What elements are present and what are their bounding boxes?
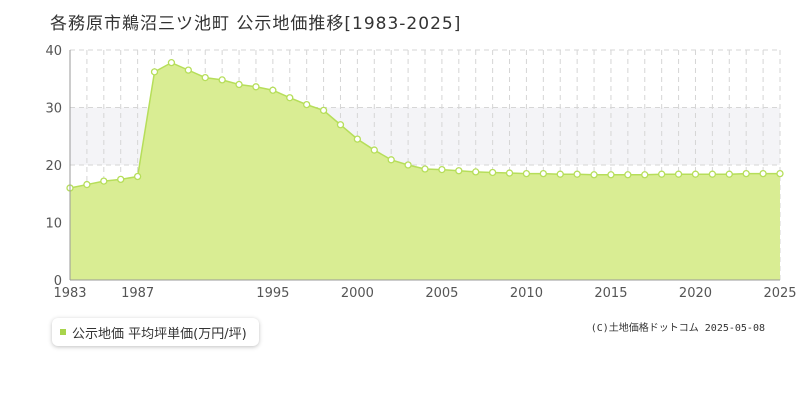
x-tick-label: 1983 <box>53 286 86 301</box>
data-point <box>455 167 463 175</box>
data-point <box>438 165 446 174</box>
x-tick-label: 2010 <box>510 286 543 301</box>
legend: 公示地価 平均坪単価(万円/坪) <box>52 318 259 346</box>
data-point <box>100 177 108 185</box>
data-point <box>370 146 378 154</box>
data-point <box>404 161 412 169</box>
data-point <box>624 171 632 179</box>
data-point <box>725 170 733 178</box>
x-tick-label: 2020 <box>679 286 712 301</box>
data-point <box>252 83 260 91</box>
data-point <box>776 169 784 178</box>
data-point <box>641 171 649 179</box>
x-tick-label: 2005 <box>425 286 458 301</box>
data-point <box>303 100 311 109</box>
x-tick-label: 1987 <box>121 286 154 301</box>
y-tick-label: 0 <box>54 274 62 289</box>
legend-swatch-icon <box>60 329 66 335</box>
data-point <box>319 106 328 115</box>
data-point <box>472 168 480 176</box>
series-points <box>66 59 784 192</box>
data-point <box>150 68 159 76</box>
data-point <box>691 170 700 178</box>
data-point <box>201 73 209 82</box>
page-title: 各務原市鵜沼三ツ池町 公示地価推移[1983-2025] <box>50 14 462 34</box>
data-point <box>421 165 429 173</box>
data-point <box>708 170 717 178</box>
y-tick-labels: 0 10 20 30 40 <box>45 44 62 289</box>
legend-label: 公示地価 平均坪単価(万円/坪) <box>72 326 247 342</box>
data-point <box>505 169 514 177</box>
data-point <box>218 76 226 84</box>
data-point <box>286 94 294 102</box>
x-tick-label: 2000 <box>341 286 374 301</box>
data-point <box>539 169 547 178</box>
data-point <box>387 156 395 164</box>
x-tick-label: 2015 <box>594 286 627 301</box>
y-tick-label: 20 <box>45 159 62 174</box>
x-tick-labels: 1983 1987 1995 2000 2005 2010 2015 2020 2025 <box>53 286 796 301</box>
data-point <box>269 86 277 94</box>
x-tick-label: 2025 <box>763 286 796 301</box>
copyright: (C)土地価格ドットコム 2025-05-08 <box>590 323 765 334</box>
data-point <box>353 135 362 143</box>
data-point <box>488 168 497 177</box>
data-point <box>522 169 531 178</box>
data-point <box>336 121 345 129</box>
x-tick-label: 1995 <box>256 286 289 301</box>
data-point <box>117 175 125 184</box>
data-point <box>235 80 243 89</box>
data-point <box>742 169 750 178</box>
data-point <box>83 180 91 189</box>
data-point <box>556 170 564 178</box>
data-point <box>674 170 683 178</box>
data-point <box>590 171 598 179</box>
data-point <box>573 170 581 178</box>
y-tick-label: 10 <box>45 217 62 232</box>
data-point <box>184 66 192 74</box>
data-point <box>133 172 142 181</box>
data-point <box>167 59 176 67</box>
y-tick-label: 30 <box>45 102 62 117</box>
data-point <box>658 170 666 178</box>
data-point <box>607 171 615 179</box>
data-point <box>759 169 767 178</box>
y-tick-label: 40 <box>45 44 62 59</box>
